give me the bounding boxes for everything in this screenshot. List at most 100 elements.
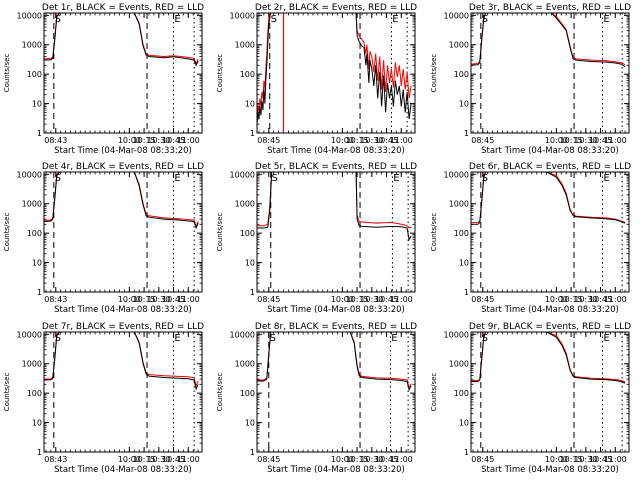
y-tick-label: 1: [250, 448, 255, 457]
plot-frame: [43, 331, 203, 453]
panel-det-3: Det 3r, BLACK = Events, RED = LLD 1 10 100 1…: [430, 3, 631, 156]
panel-title: Det 6r, BLACK = Events, RED = LLD: [469, 162, 631, 172]
panel-title: Det 8r, BLACK = Events, RED = LLD: [255, 322, 417, 332]
y-tick-label: 10: [245, 259, 255, 268]
y-tick-label: 10: [245, 100, 255, 109]
y-tick-label: 10000: [444, 170, 469, 179]
x-tick-label: 10:30: [360, 455, 383, 464]
y-tick-label: 100: [240, 389, 255, 398]
y-axis-label: Counts/sec: [430, 373, 438, 412]
y-axis-label: Counts/sec: [430, 213, 438, 252]
x-tick-label: 10:45: [375, 455, 398, 464]
series-line-lld: [471, 172, 626, 223]
series-line-lld: [257, 172, 412, 229]
panel-det-7: Det 7r, BLACK = Events, RED = LLD 1 10 100 1…: [3, 322, 204, 475]
interval-letter-e: E: [603, 14, 609, 25]
x-tick-label: 10:15: [346, 136, 369, 145]
x-tick-label: 11:00: [604, 455, 627, 464]
x-tick-label: 11:00: [177, 136, 200, 145]
y-tick-label: 1000: [449, 41, 469, 50]
y-tick-label: 100: [27, 229, 42, 238]
interval-letter-s: S: [272, 173, 278, 184]
plot-frame: [43, 171, 203, 293]
x-tick-label: 10:00: [331, 136, 354, 145]
y-tick-label: 10: [32, 259, 42, 268]
interval-letter-s: S: [482, 14, 488, 25]
x-tick-label: 10:30: [360, 136, 383, 145]
x-tick-label: 08:43: [44, 295, 67, 304]
x-tick-label: 08:45: [257, 295, 280, 304]
x-axis-label: Start Time (04-Mar-08 08:33:20): [54, 146, 192, 156]
interval-letter-s: S: [271, 14, 277, 25]
y-tick-label: 100: [454, 70, 469, 79]
series-line-lld: [471, 332, 626, 383]
x-tick-label: 10:45: [375, 136, 398, 145]
y-tick-label: 10000: [230, 11, 255, 20]
y-axis-label: Counts/sec: [3, 213, 11, 252]
interval-letter-e: E: [174, 14, 180, 25]
y-tick-label: 1000: [235, 360, 255, 369]
y-tick-label: 1000: [22, 200, 42, 209]
series-line-events: [471, 172, 626, 225]
y-tick-label: 100: [27, 70, 42, 79]
y-tick-label: 10000: [230, 170, 255, 179]
y-tick-label: 100: [240, 70, 255, 79]
interval-letter-e: E: [393, 173, 399, 184]
series-line-events: [257, 172, 412, 242]
y-axis-label: Counts/sec: [216, 213, 224, 252]
y-tick-label: 100: [454, 229, 469, 238]
y-tick-label: 1: [37, 129, 42, 138]
panel-title: Det 1r, BLACK = Events, RED = LLD: [42, 3, 204, 13]
panel-title: Det 2r, BLACK = Events, RED = LLD: [255, 3, 417, 13]
x-tick-label: 10:45: [162, 295, 185, 304]
y-tick-label: 10: [459, 419, 469, 428]
y-tick-label: 1000: [235, 200, 255, 209]
y-tick-label: 10000: [17, 330, 42, 339]
x-tick-label: 11:00: [604, 295, 627, 304]
x-tick-label: 10:00: [118, 295, 141, 304]
interval-letter-e: E: [392, 14, 398, 25]
series-line-events: [471, 332, 626, 384]
series-line-events: [257, 13, 412, 125]
plot-frame: [256, 171, 416, 293]
panel-det-4: Det 4r, BLACK = Events, RED = LLD 1 10 100 1…: [3, 162, 204, 315]
x-tick-label: 11:00: [390, 136, 413, 145]
y-tick-label: 1: [250, 129, 255, 138]
x-tick-label: 10:45: [589, 455, 612, 464]
x-tick-label: 10:00: [331, 295, 354, 304]
x-tick-label: 10:15: [560, 455, 583, 464]
y-tick-label: 10: [459, 259, 469, 268]
x-tick-label: 10:30: [147, 136, 170, 145]
series-line-events: [257, 332, 412, 392]
x-tick-label: 10:45: [375, 295, 398, 304]
x-tick-label: 10:30: [360, 295, 383, 304]
y-tick-label: 10000: [230, 330, 255, 339]
x-tick-label: 08:45: [257, 455, 280, 464]
x-axis-label: Start Time (04-Mar-08 08:33:20): [54, 305, 192, 315]
interval-letter-s: S: [270, 333, 276, 344]
x-tick-label: 10:30: [147, 295, 170, 304]
series-line-events: [471, 13, 626, 68]
x-tick-label: 10:00: [545, 455, 568, 464]
y-axis-label: Counts/sec: [216, 54, 224, 93]
panel-det-8: Det 8r, BLACK = Events, RED = LLD 1 10 100 1…: [216, 322, 417, 475]
x-tick-label: 08:43: [44, 136, 67, 145]
x-tick-label: 10:45: [162, 136, 185, 145]
panel-title: Det 7r, BLACK = Events, RED = LLD: [42, 322, 204, 332]
y-tick-label: 1: [37, 288, 42, 297]
panel-det-5: Det 5r, BLACK = Events, RED = LLD 1 10 100 1…: [216, 162, 417, 315]
interval-letter-e: E: [174, 333, 180, 344]
x-tick-label: 08:45: [471, 295, 494, 304]
interval-letter-e: E: [603, 173, 609, 184]
interval-letter-s: S: [482, 173, 488, 184]
x-tick-label: 10:15: [346, 295, 369, 304]
series-line-events: [44, 332, 199, 391]
y-axis-label: Counts/sec: [216, 373, 224, 412]
y-tick-label: 1: [250, 288, 255, 297]
y-tick-label: 10000: [17, 170, 42, 179]
series-line-events: [44, 13, 199, 67]
x-tick-label: 11:00: [604, 136, 627, 145]
interval-letter-e: E: [174, 173, 180, 184]
y-tick-label: 1000: [22, 41, 42, 50]
